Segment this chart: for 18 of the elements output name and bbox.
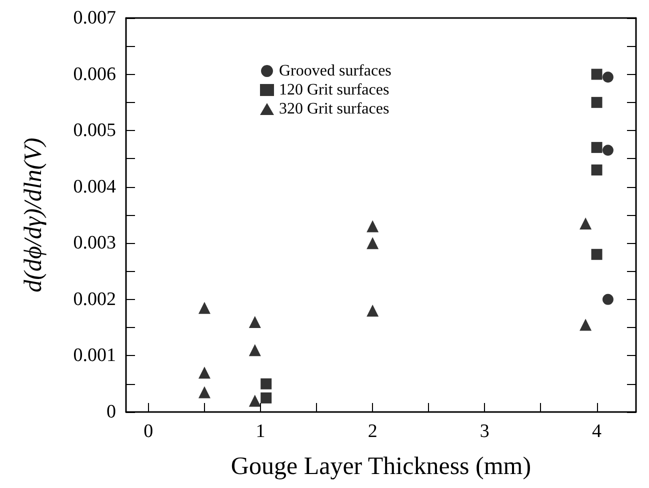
legend-label: Grooved surfaces [279, 62, 392, 80]
x-tick-label: 1 [256, 421, 266, 442]
y-tick-label: 0.006 [73, 64, 116, 85]
legend-label: 320 Grit surfaces [279, 100, 390, 118]
y-tick-label: 0.005 [73, 120, 116, 142]
y-tick-label: 0 [106, 402, 116, 422]
x-tick-label: 4 [592, 421, 602, 442]
x-tick-label: 3 [480, 421, 490, 442]
x-tick-label: 2 [368, 421, 378, 442]
y-tick-label: 0.004 [73, 176, 116, 198]
x-axis-title: Gouge Layer Thickness (mm) [230, 453, 532, 480]
legend-label: 120 Grit surfaces [279, 82, 390, 98]
y-tick-label: 0.002 [73, 288, 116, 310]
y-axis-title: d(dϕ/dγ)/dln(V) [20, 138, 47, 292]
y-tick-label: 0.003 [73, 232, 116, 254]
y-tick-label: 0.001 [73, 345, 116, 366]
x-tick-label: 0 [144, 421, 154, 442]
y-tick-label: 0.007 [73, 8, 116, 28]
